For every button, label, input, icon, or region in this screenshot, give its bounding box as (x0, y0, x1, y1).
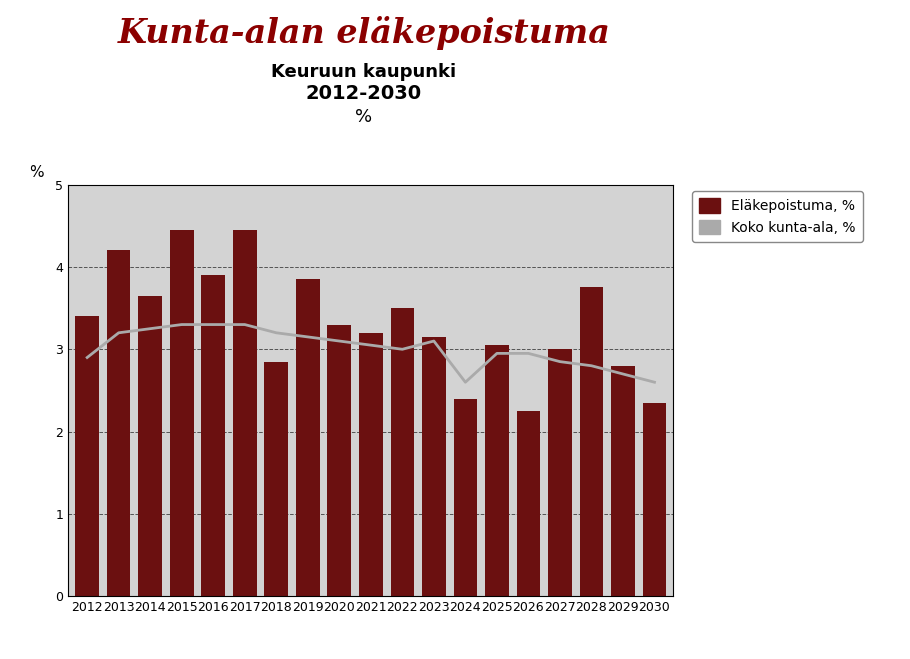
Bar (328, 325, 351, 596)
Text: 2012-2030: 2012-2030 (306, 84, 422, 103)
Bar (485, 345, 509, 596)
Text: Kunta-alan eläkepoistuma: Kunta-alan eläkepoistuma (117, 16, 611, 51)
Bar (580, 287, 603, 596)
Bar (517, 411, 541, 596)
Bar (453, 399, 477, 596)
Bar (106, 250, 130, 596)
Text: %: % (29, 165, 44, 181)
Bar (296, 279, 319, 596)
Bar (548, 349, 571, 596)
Legend: Eläkepoistuma, %, Koko kunta-ala, %: Eläkepoistuma, %, Koko kunta-ala, % (693, 192, 863, 242)
Bar (359, 333, 382, 596)
Bar (612, 366, 635, 596)
Bar (76, 316, 99, 596)
Bar (201, 275, 225, 596)
Bar (265, 362, 288, 596)
Bar (233, 230, 257, 596)
Bar (138, 296, 162, 596)
Bar (642, 403, 666, 596)
Text: %: % (356, 108, 372, 126)
Bar (390, 308, 414, 596)
Bar (422, 337, 446, 596)
Text: Keuruun kaupunki: Keuruun kaupunki (271, 63, 457, 80)
Bar (170, 230, 194, 596)
